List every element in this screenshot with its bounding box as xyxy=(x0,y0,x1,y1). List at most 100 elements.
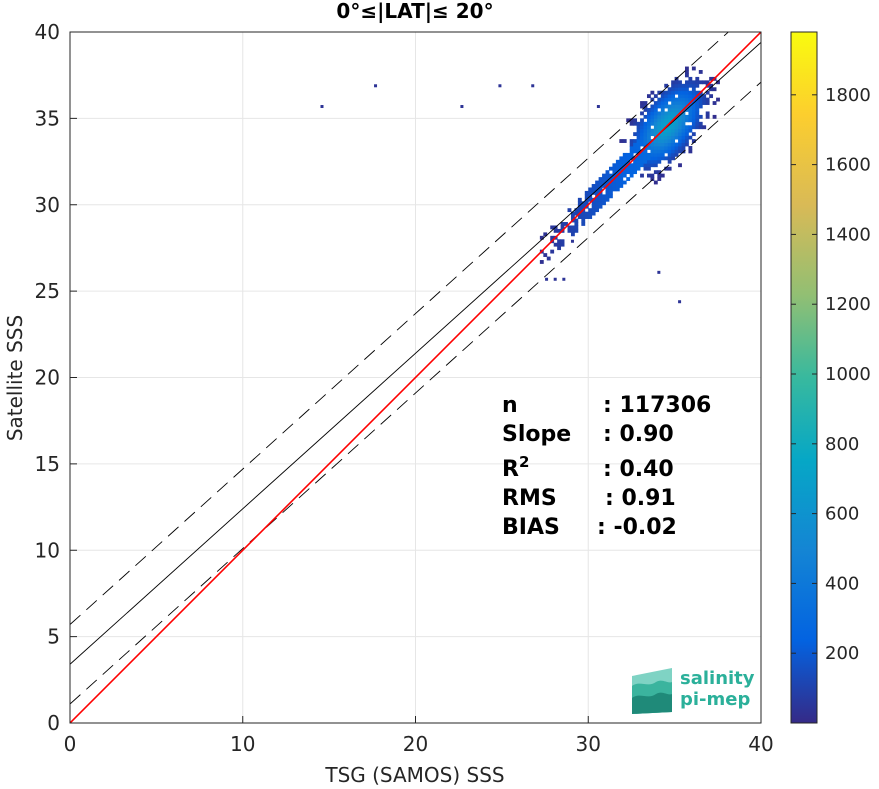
density-cell xyxy=(660,111,665,116)
density-cell xyxy=(626,156,631,161)
density-cell xyxy=(640,159,644,164)
colorbar-tick-label: 400 xyxy=(825,573,859,594)
density-cell xyxy=(653,156,658,161)
density-cell xyxy=(678,114,682,119)
density-cell xyxy=(550,235,555,240)
density-cell xyxy=(595,184,600,188)
density-cell xyxy=(570,225,575,230)
density-cell xyxy=(615,166,620,171)
density-cell xyxy=(602,173,606,178)
density-cell xyxy=(605,170,610,175)
density-cell xyxy=(591,184,596,188)
density-cell xyxy=(678,142,682,147)
colorbar-tick-label: 1400 xyxy=(825,224,871,245)
density-cell xyxy=(643,128,648,133)
salinity-pimep-logo: salinity pi-mep xyxy=(632,668,755,714)
density-cell xyxy=(612,184,617,188)
y-axis-label: Satellite SSS xyxy=(3,315,27,441)
density-cell xyxy=(709,94,714,99)
density-cell xyxy=(608,166,613,171)
density-cell xyxy=(539,260,544,264)
density-cell xyxy=(588,208,593,213)
density-cell xyxy=(695,108,700,112)
density-cell xyxy=(557,246,562,251)
density-cell xyxy=(646,156,651,161)
density-cell xyxy=(667,139,672,143)
density-cell xyxy=(640,139,644,143)
density-cell xyxy=(671,135,676,140)
density-cell xyxy=(646,159,651,164)
density-cell xyxy=(671,139,676,143)
density-cell xyxy=(657,177,662,181)
density-cell xyxy=(684,70,689,74)
density-cell xyxy=(674,132,679,137)
density-cell xyxy=(581,204,586,209)
density-cell xyxy=(560,242,565,247)
density-cell xyxy=(636,142,641,147)
density-cell xyxy=(681,104,686,109)
density-cell xyxy=(678,118,682,123)
density-cell xyxy=(615,184,620,188)
density-cell xyxy=(657,149,662,154)
density-cell xyxy=(591,201,596,206)
density-cell xyxy=(691,111,696,116)
stat-slope-label: Slope xyxy=(502,422,571,447)
density-cell xyxy=(657,118,662,123)
density-cell xyxy=(681,132,686,137)
density-cell xyxy=(691,114,696,119)
density-cell xyxy=(667,114,672,119)
stat-bias-value: : -0.02 xyxy=(597,515,677,540)
density-cell xyxy=(681,146,686,150)
density-cell xyxy=(636,132,641,137)
density-cell xyxy=(640,104,644,109)
y-tick-label: 25 xyxy=(35,279,60,303)
density-cell xyxy=(653,121,658,126)
density-cell xyxy=(640,152,644,157)
density-cell xyxy=(653,104,658,109)
density-cell xyxy=(643,125,648,130)
density-cell xyxy=(653,163,658,168)
density-cell xyxy=(667,149,672,154)
density-cell xyxy=(674,142,679,147)
density-cell xyxy=(660,118,665,123)
density-cell xyxy=(684,108,689,112)
density-cell xyxy=(684,135,689,140)
density-cell xyxy=(633,146,638,150)
density-cell xyxy=(702,97,707,102)
density-cell xyxy=(608,194,613,199)
density-cell xyxy=(564,222,568,226)
density-cell xyxy=(664,114,669,119)
density-cell xyxy=(615,187,620,192)
density-cell xyxy=(570,232,575,237)
density-cell xyxy=(667,111,672,116)
density-cell xyxy=(691,80,696,85)
density-cell xyxy=(546,256,551,261)
density-cell xyxy=(664,166,669,171)
density-cell xyxy=(622,139,627,143)
density-cell xyxy=(660,114,665,119)
density-cell xyxy=(560,239,565,244)
density-cell xyxy=(667,87,672,92)
density-cell xyxy=(667,156,672,161)
density-cell xyxy=(633,118,638,123)
density-cell xyxy=(674,108,679,112)
fit-upper-dashed-line xyxy=(70,32,730,625)
density-cell xyxy=(660,121,665,126)
stat-n-label: n xyxy=(502,393,518,418)
density-cell xyxy=(678,101,682,105)
density-cell xyxy=(633,170,638,175)
density-cell xyxy=(640,101,644,105)
density-cell xyxy=(653,125,658,130)
density-cell xyxy=(681,121,686,126)
y-tick-label: 20 xyxy=(35,366,60,390)
density-cell xyxy=(643,159,648,164)
density-cell xyxy=(678,132,682,137)
density-cell xyxy=(657,121,662,126)
density-cell xyxy=(622,180,627,185)
density-cell xyxy=(671,142,676,147)
density-cell xyxy=(539,235,544,240)
density-cell xyxy=(602,184,606,188)
density-cell xyxy=(681,90,686,95)
density-cell xyxy=(688,135,693,140)
